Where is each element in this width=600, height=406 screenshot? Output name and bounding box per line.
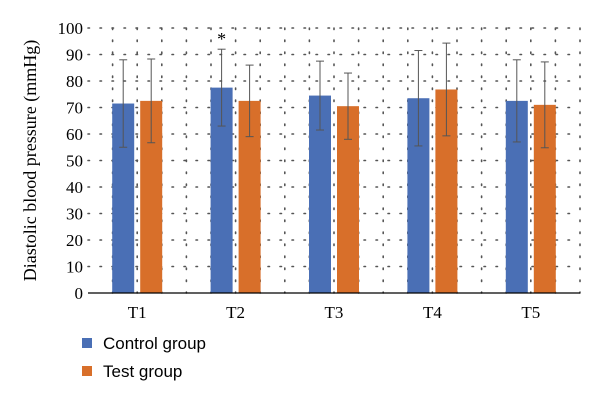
x-tick-labels: T1 T2 T3 T4 T5 bbox=[128, 303, 540, 322]
y-tick-label-10: 10 bbox=[66, 258, 83, 277]
annotation-asterisk-t2: * bbox=[217, 29, 226, 49]
x-tick-label-t2: T2 bbox=[226, 303, 245, 322]
bar-control-group-t3 bbox=[309, 95, 331, 293]
bar-test-group-t1 bbox=[140, 100, 163, 293]
legend-label-control-group: Control group bbox=[103, 334, 206, 353]
y-tick-label-70: 70 bbox=[66, 99, 83, 118]
bar-control-group-t1 bbox=[112, 103, 135, 294]
bar-test-group-t3 bbox=[337, 106, 359, 293]
legend-swatch-control-group bbox=[82, 338, 92, 348]
y-tick-label-20: 20 bbox=[66, 231, 83, 250]
bar-test-group-t4 bbox=[435, 89, 458, 293]
bar-test-group-t2 bbox=[238, 100, 261, 293]
y-tick-label-50: 50 bbox=[66, 152, 83, 171]
y-tick-label-100: 100 bbox=[58, 19, 84, 38]
x-tick-label-t1: T1 bbox=[128, 303, 147, 322]
y-tick-label-60: 60 bbox=[66, 125, 83, 144]
y-tick-label-90: 90 bbox=[66, 46, 83, 65]
y-tick-label-0: 0 bbox=[75, 284, 84, 303]
y-axis-title: Diastolic blood pressure (mmHg) bbox=[20, 40, 41, 281]
y-tick-labels: 0 10 20 30 40 50 60 70 80 90 100 bbox=[58, 19, 84, 303]
y-tick-label-40: 40 bbox=[66, 178, 83, 197]
legend-swatch-test-group bbox=[82, 366, 92, 376]
bar-control-group-t4 bbox=[407, 98, 430, 293]
bar-test-group-t5 bbox=[533, 104, 556, 293]
y-tick-label-30: 30 bbox=[66, 205, 83, 224]
legend-label-test-group: Test group bbox=[103, 362, 182, 381]
bars bbox=[112, 87, 556, 294]
x-tick-label-t4: T4 bbox=[423, 303, 442, 322]
x-tick-label-t5: T5 bbox=[521, 303, 540, 322]
annotations: * bbox=[217, 29, 226, 49]
bar-control-group-t2 bbox=[210, 87, 233, 293]
error-bars bbox=[119, 42, 549, 149]
legend: Control group Test group bbox=[82, 334, 206, 381]
x-tick-label-t3: T3 bbox=[325, 303, 344, 322]
y-tick-label-80: 80 bbox=[66, 72, 83, 91]
bar-control-group-t5 bbox=[505, 100, 528, 293]
